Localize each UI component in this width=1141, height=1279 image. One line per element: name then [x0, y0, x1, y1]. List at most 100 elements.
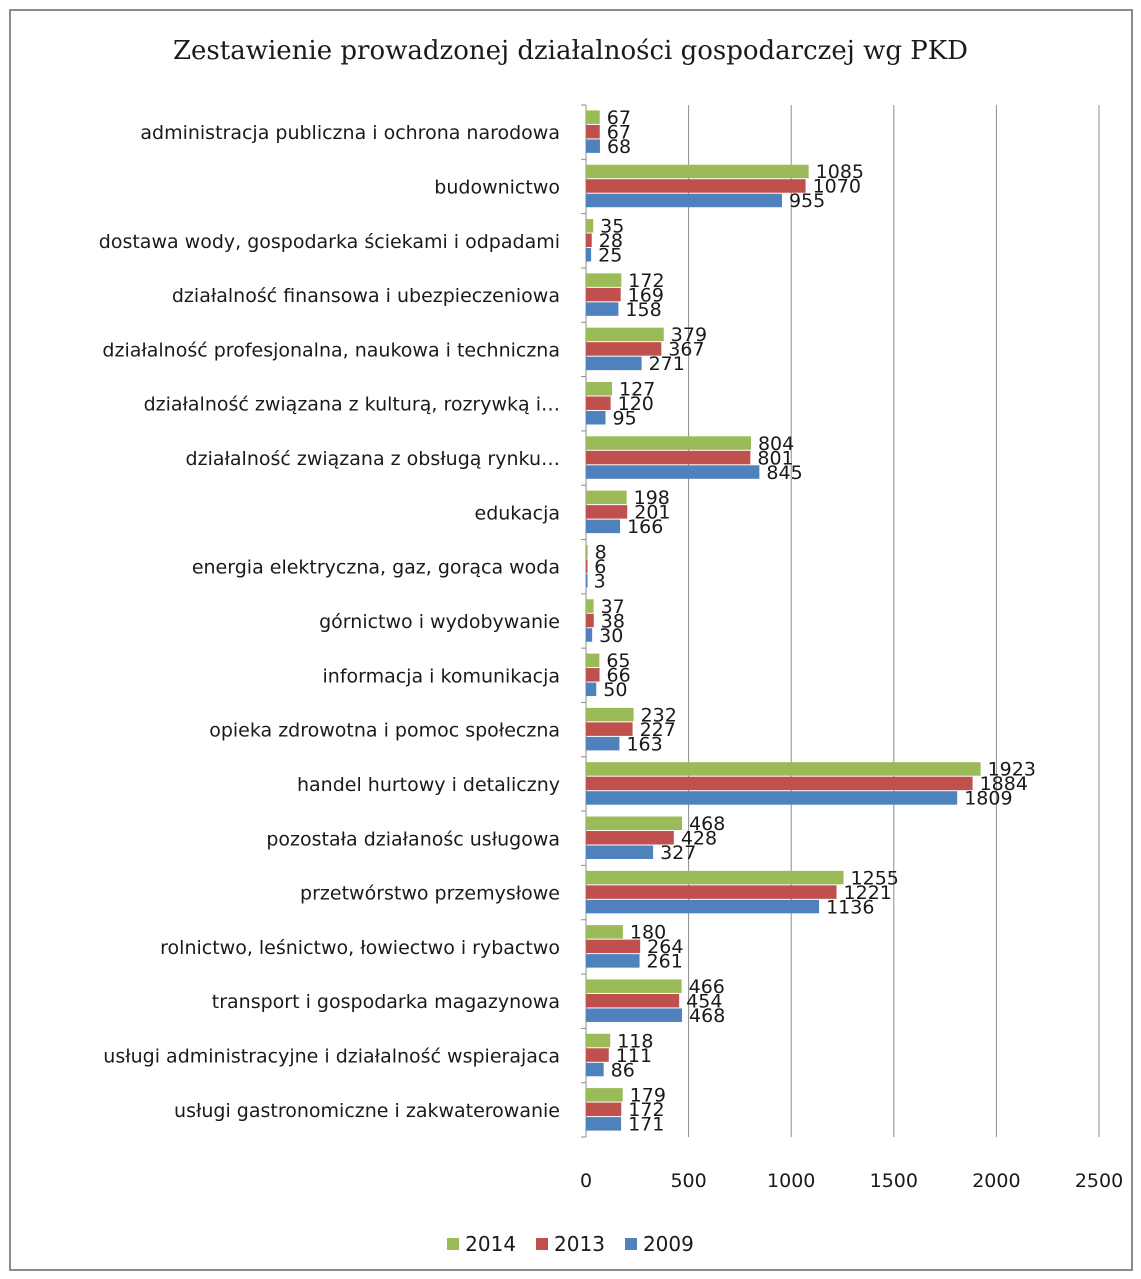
data-label-2009: 845: [766, 462, 802, 484]
category-label: budownictwo: [434, 176, 560, 198]
bar-2013: [586, 776, 973, 791]
bar-2013: [586, 179, 806, 193]
data-label-2013: 169: [628, 284, 664, 306]
bar-2009: [586, 791, 958, 805]
bar-2009: [586, 628, 593, 642]
category-label: usługi gastronomiczne i zakwaterowanie: [174, 1100, 560, 1122]
bar-2013: [586, 993, 680, 1008]
data-label-2014: 466: [689, 976, 725, 998]
category-label: edukacja: [475, 502, 560, 524]
bar-2009: [586, 682, 597, 697]
bar-2009: [586, 356, 642, 371]
bar-2013: [586, 1102, 622, 1117]
category-label: działalność związana z obsługą rynku…: [186, 448, 560, 470]
data-label-2013: 227: [640, 719, 676, 741]
data-label-2013: 428: [681, 828, 717, 850]
bar-2014: [586, 327, 664, 342]
bar-2009: [586, 1062, 604, 1077]
data-label-2014: 1085: [816, 161, 864, 183]
data-label-2009: 68: [607, 136, 631, 158]
data-label-2014: 65: [606, 650, 630, 672]
data-label-2009: 271: [649, 353, 685, 375]
x-tick-label: 0: [580, 1170, 592, 1192]
bar-2013: [586, 939, 641, 954]
chart-frame: [9, 9, 1133, 1271]
data-label-2009: 171: [628, 1114, 664, 1136]
bar-2014: [586, 1033, 611, 1048]
data-label-2013: 172: [628, 1099, 664, 1121]
data-label-2013: 1884: [980, 773, 1028, 795]
data-label-2014: 468: [689, 813, 725, 835]
data-label-2014: 8: [595, 541, 607, 563]
data-label-2013: 120: [618, 393, 654, 415]
data-label-2014: 37: [601, 596, 625, 618]
x-tick-label: 2500: [1075, 1170, 1123, 1192]
bar-2009: [586, 410, 606, 425]
data-label-2014: 198: [634, 487, 670, 509]
legend-item-2013: 2013: [536, 1232, 605, 1256]
category-label: handel hurtowy i detaliczny: [297, 774, 560, 796]
bar-2014: [586, 436, 751, 450]
data-label-2014: 172: [628, 270, 664, 292]
x-tick-label: 500: [670, 1170, 706, 1192]
data-label-2013: 801: [757, 447, 793, 469]
bar-2009: [586, 193, 782, 208]
data-label-2014: 379: [671, 324, 707, 346]
category-label: administracja publiczna i ochrona narodo…: [140, 122, 560, 144]
category-label: informacja i komunikacja: [323, 665, 561, 687]
data-label-2013: 38: [601, 610, 625, 632]
data-label-2013: 6: [594, 556, 606, 578]
chart-title: Zestawienie prowadzonej działalności gos…: [172, 36, 969, 66]
data-label-2009: 166: [627, 516, 663, 538]
data-label-2014: 1923: [988, 759, 1036, 781]
bar-2014: [586, 599, 594, 613]
bar-2013: [586, 831, 674, 845]
bar-2013: [586, 722, 633, 736]
category-label: górnictwo i wydobywanie: [319, 611, 560, 633]
bar-2014: [586, 707, 634, 722]
category-label: pozostała działanośc usługowa: [266, 828, 560, 850]
category-label: usługi administracyjne i działalność wsp…: [103, 1046, 560, 1068]
bar-2013: [586, 342, 662, 356]
data-label-2014: 232: [641, 704, 677, 726]
bar-2014: [586, 653, 600, 668]
data-label-2013: 66: [607, 665, 631, 687]
bar-2009: [586, 302, 619, 316]
category-label: działalność profesjonalna, naukowa i tec…: [102, 339, 560, 361]
bar-2013: [586, 613, 594, 628]
legend-swatch: [536, 1238, 549, 1250]
bar-2009: [586, 899, 820, 914]
bar-2014: [586, 110, 600, 124]
bar-2009: [586, 573, 588, 588]
legend-item-2009: 2009: [624, 1232, 694, 1256]
data-label-2014: 1255: [851, 867, 899, 889]
bar-2013: [586, 885, 837, 899]
bar-2009: [586, 1008, 683, 1022]
data-label-2013: 264: [647, 936, 683, 958]
bar-2013: [586, 505, 628, 519]
legend-label: 2014: [465, 1232, 517, 1256]
x-tick-label: 2000: [972, 1170, 1020, 1192]
legend-swatch: [447, 1238, 460, 1250]
data-label-2009: 158: [625, 299, 661, 321]
legend-swatch: [624, 1238, 637, 1250]
bar-2014: [586, 381, 613, 396]
data-label-2014: 127: [619, 378, 655, 400]
data-label-2013: 1221: [844, 882, 892, 904]
data-label-2009: 1136: [826, 896, 874, 918]
bar-2014: [586, 979, 682, 993]
data-label-2014: 180: [630, 922, 666, 944]
bar-2009: [586, 519, 621, 534]
bar-2009: [586, 954, 640, 968]
category-label: energia elektryczna, gaz, gorąca woda: [192, 557, 560, 579]
data-label-2009: 1809: [964, 788, 1012, 810]
bar-2014: [586, 816, 683, 831]
data-label-2014: 35: [600, 216, 624, 238]
legend-label: 2009: [642, 1232, 694, 1256]
bar-2014: [586, 273, 622, 287]
category-label: działalność finansowa i ubezpieczeniowa: [172, 285, 560, 307]
category-label: rolnictwo, leśnictwo, łowiectwo i rybact…: [160, 937, 560, 959]
category-label: opieka zdrowotna i pomoc społeczna: [209, 720, 560, 742]
bar-2013: [586, 668, 600, 682]
data-label-2013: 367: [668, 339, 704, 361]
